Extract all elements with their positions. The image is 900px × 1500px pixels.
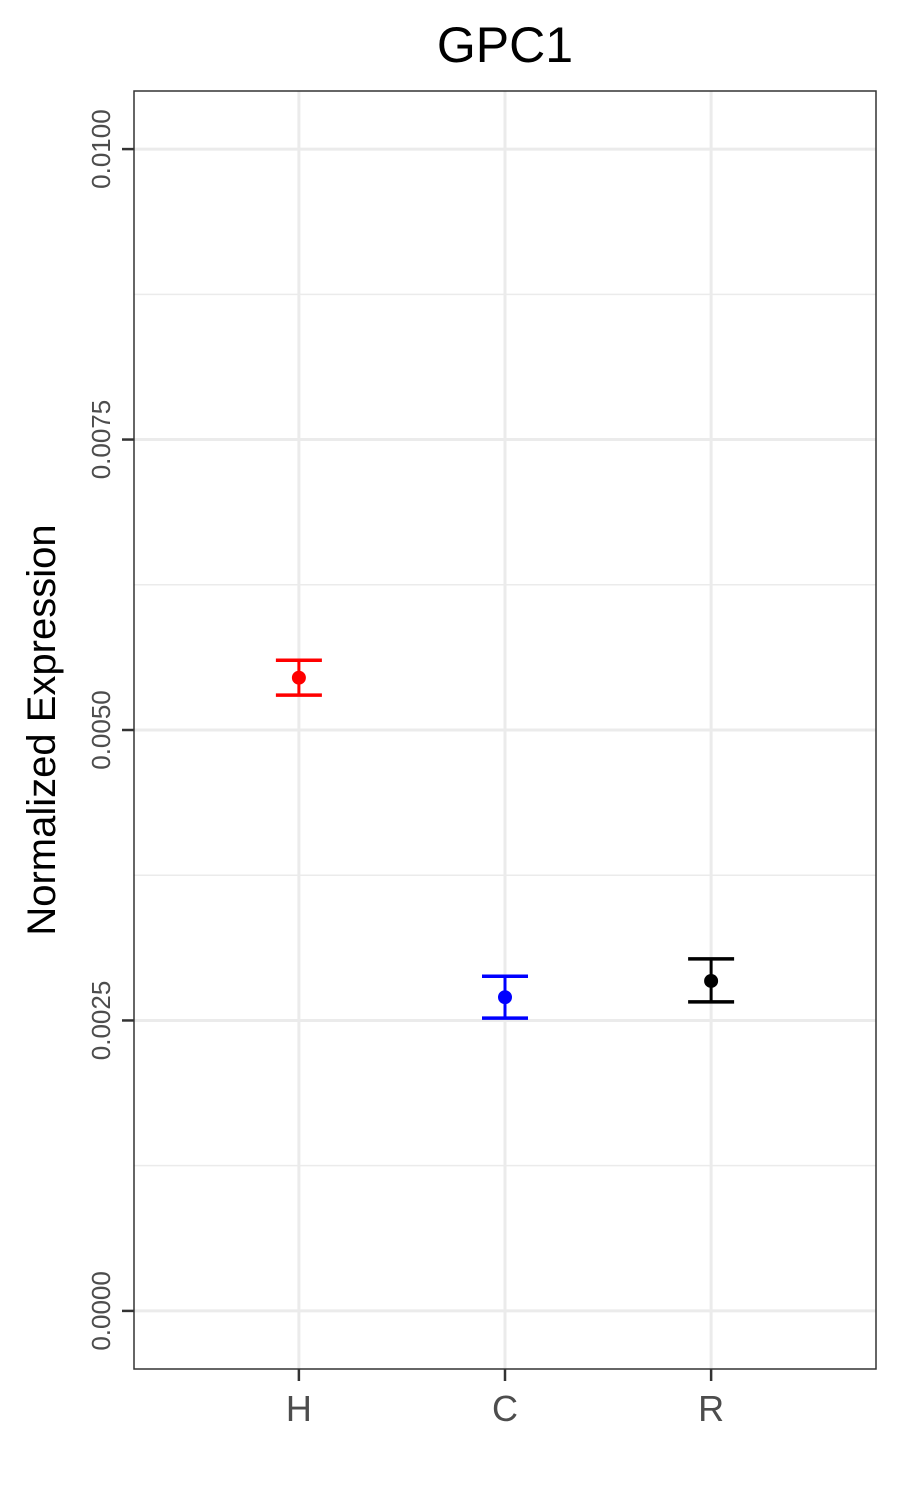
marks-layer [275,658,735,1020]
x-tick-label: R [698,1388,724,1429]
y-tick-label: 0.0000 [86,1271,116,1351]
error-bar-group [275,658,322,697]
error-bar-group [688,957,735,1004]
error-bar-group [482,974,528,1020]
y-tick-label: 0.0050 [86,690,116,770]
y-tick-label: 0.0025 [86,981,116,1061]
grid-layer [134,91,876,1369]
y-axis-label: Normalized Expression [20,524,64,935]
data-point [498,990,512,1005]
x-tick-label: H [286,1388,312,1429]
chart-title: GPC1 [437,17,573,73]
y-tick-label: 0.0075 [86,400,116,480]
y-tick-label: 0.0100 [86,109,116,189]
data-point [704,973,719,988]
x-tick-label: C [492,1388,518,1429]
axes-layer: 0.0000 0.0025 0.0050 0.0075 0.0100 H C R [86,109,724,1429]
data-point [291,670,306,685]
